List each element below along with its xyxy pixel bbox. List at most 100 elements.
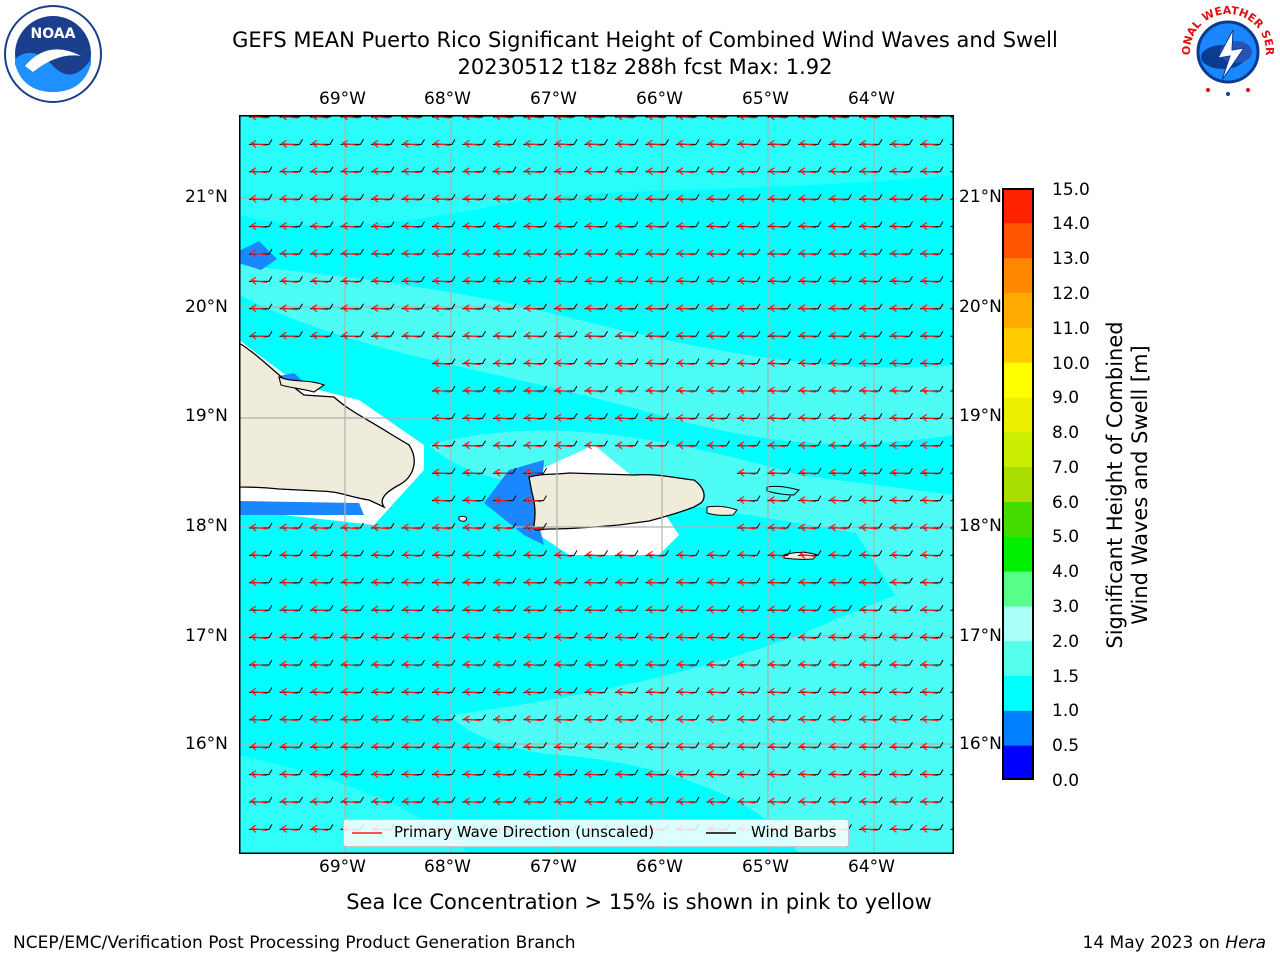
wave-direction-arrow: [311, 249, 329, 258]
wave-direction-arrow: [799, 496, 817, 505]
wave-direction-arrow: [403, 742, 420, 751]
legend-barb-label: Wind Barbs: [751, 823, 837, 841]
wave-direction-arrow: [891, 660, 908, 669]
lon-tick-bottom: 64°W: [848, 857, 895, 877]
wave-direction-arrow: [677, 687, 695, 696]
wave-direction-arrow: [708, 331, 725, 340]
wave-direction-arrow: [525, 304, 542, 313]
wave-direction-arrow: [830, 523, 847, 532]
wave-direction-arrow: [616, 304, 634, 313]
wave-direction-arrow: [616, 441, 634, 450]
wave-direction-arrow: [647, 742, 664, 751]
wave-direction-arrow: [647, 441, 664, 450]
wave-direction-arrow: [921, 139, 939, 148]
wave-direction-arrow: [586, 386, 603, 395]
wave-direction-arrow: [799, 578, 817, 587]
wave-direction-arrow: [586, 742, 603, 751]
wave-direction-arrow: [769, 578, 786, 587]
wave-direction-arrow: [494, 359, 512, 368]
wave-direction-arrow: [586, 660, 603, 669]
wave-direction-arrow: [738, 523, 756, 532]
wave-direction-arrow: [677, 276, 695, 285]
wave-direction-arrow: [494, 687, 512, 696]
wave-direction-arrow: [769, 167, 786, 176]
wave-direction-arrow: [677, 386, 695, 395]
wave-direction-arrow: [494, 194, 512, 203]
wave-direction-arrow: [738, 249, 756, 258]
wave-direction-arrow: [281, 222, 298, 231]
wave-direction-arrow: [799, 633, 817, 642]
wave-direction-arrow: [708, 413, 725, 422]
wave-direction-arrow: [647, 276, 664, 285]
colorbar-swatch: [1002, 571, 1034, 607]
wave-direction-arrow: [586, 413, 603, 422]
wave-direction-arrow: [372, 139, 390, 148]
wave-direction-arrow: [494, 770, 512, 779]
wave-direction-arrow: [616, 249, 634, 258]
wave-direction-arrow: [647, 797, 664, 806]
wave-direction-arrow: [830, 331, 847, 340]
wave-direction-arrow: [464, 523, 481, 532]
wave-direction-arrow: [708, 633, 725, 642]
wave-direction-arrow: [647, 770, 664, 779]
wave-direction-arrow: [433, 167, 451, 176]
wave-direction-arrow: [891, 167, 908, 176]
wave-direction-arrow: [708, 578, 725, 587]
wave-direction-arrow: [525, 605, 542, 614]
wave-direction-arrow: [494, 304, 512, 313]
wave-direction-arrow: [464, 194, 481, 203]
colorbar-label-line2: Wind Waves and Swell [m]: [1128, 345, 1152, 625]
wave-direction-arrow: [769, 715, 786, 724]
wave-direction-arrow: [647, 550, 664, 559]
wave-direction-arrow: [738, 139, 756, 148]
wave-direction-arrow: [281, 276, 298, 285]
wave-direction-arrow: [616, 578, 634, 587]
wave-direction-arrow: [281, 605, 298, 614]
wave-direction-arrow: [403, 687, 420, 696]
wave-direction-arrow: [891, 276, 908, 285]
wave-direction-arrow: [738, 496, 756, 505]
wave-direction-arrow: [799, 222, 817, 231]
wave-direction-arrow: [250, 249, 268, 258]
wave-direction-arrow: [525, 276, 542, 285]
footer-date: 14 May 2023 on Hera: [1083, 933, 1267, 953]
wave-direction-arrow: [464, 605, 481, 614]
patch-blue-hispaniola-south: [239, 501, 364, 515]
wave-direction-arrow: [647, 222, 664, 231]
wave-direction-arrow: [464, 687, 481, 696]
wave-direction-arrow: [799, 605, 817, 614]
wave-direction-arrow: [677, 139, 695, 148]
wave-direction-arrow: [555, 770, 573, 779]
wave-direction-arrow: [891, 578, 908, 587]
colorbar-tick: 12.0: [1052, 284, 1090, 304]
wave-direction-arrow: [616, 331, 634, 340]
wave-direction-arrow: [464, 468, 481, 477]
wave-direction-arrow: [647, 413, 664, 422]
colorbar-tick: 6.0: [1052, 493, 1080, 513]
wave-direction-arrow: [921, 578, 939, 587]
wave-direction-arrow: [281, 824, 298, 833]
wave-direction-arrow: [616, 770, 634, 779]
wave-direction-arrow: [525, 742, 542, 751]
colorbar-swatch: [1002, 327, 1034, 363]
wave-direction-arrow: [647, 167, 664, 176]
wave-direction-arrow: [342, 742, 359, 751]
colorbar-tick: 13.0: [1052, 249, 1090, 269]
wave-direction-arrow: [830, 276, 847, 285]
wave-direction-arrow: [494, 715, 512, 724]
wave-direction-arrow: [311, 715, 329, 724]
wave-direction-arrow: [708, 605, 725, 614]
colorbar-tick: 11.0: [1052, 319, 1090, 339]
wave-direction-arrow: [281, 742, 298, 751]
wave-direction-arrow: [769, 413, 786, 422]
colorbar-tick: 14.0: [1052, 214, 1090, 234]
lat-tick-right: 17°N: [959, 626, 1002, 646]
wave-direction-arrow: [891, 824, 908, 833]
wave-direction-arrow: [464, 222, 481, 231]
wave-direction-arrow: [250, 797, 268, 806]
wave-direction-arrow: [342, 687, 359, 696]
wave-direction-arrow: [891, 797, 908, 806]
land-mona-island: [458, 515, 468, 522]
lat-tick-right: 20°N: [959, 297, 1002, 317]
wave-direction-arrow: [555, 331, 573, 340]
